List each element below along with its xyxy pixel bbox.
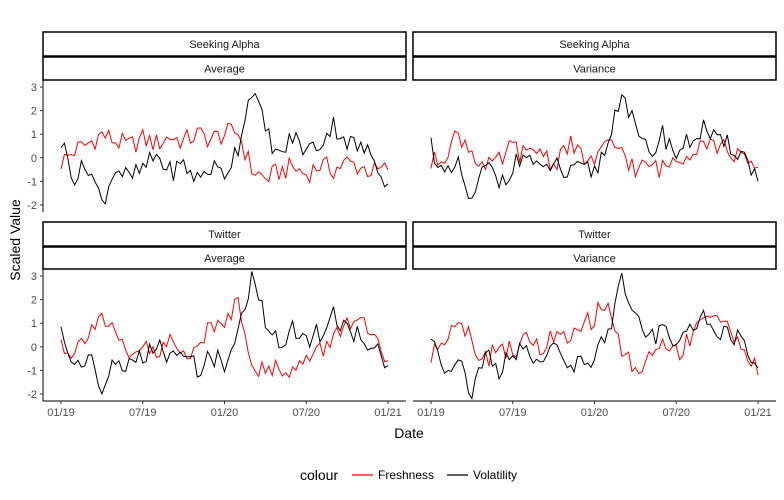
y-tick-label: 1 (31, 129, 37, 141)
legend-label-freshness: Freshness (378, 468, 434, 482)
series-line-freshness (430, 130, 759, 179)
facet-strip-metric-label: Variance (573, 253, 616, 265)
y-tick-label: 3 (31, 271, 37, 283)
y-tick-label: 1 (31, 318, 37, 330)
x-tick-label: 01/20 (581, 407, 609, 419)
legend-label-volatility: Volatility (473, 468, 517, 482)
y-tick-label: -2 (27, 389, 37, 401)
series-line-volatility (430, 272, 759, 401)
x-tick-label: 07/20 (292, 407, 320, 419)
x-tick-label: 01/20 (211, 407, 239, 419)
x-tick-label: 07/19 (499, 407, 527, 419)
y-tick-label: 3 (31, 82, 37, 94)
facet-strip-source (42, 31, 407, 57)
series-line-volatility (60, 92, 389, 206)
facet-strip-source-label: Twitter (208, 229, 241, 241)
facet-strip-source-label: Twitter (578, 229, 611, 241)
x-tick-label: 07/19 (129, 407, 157, 419)
facet-strip-source (412, 31, 777, 57)
y-tick-label: 2 (31, 106, 37, 118)
y-tick-label: 2 (31, 295, 37, 307)
x-tick-label: 01/19 (417, 407, 445, 419)
x-tick-label: 01/19 (47, 407, 75, 419)
facet-strip-metric-label: Variance (573, 64, 616, 76)
series-line-volatility (60, 271, 389, 396)
facet-strip-metric (412, 246, 777, 270)
series-line-volatility (430, 93, 759, 200)
facet-strip-source-label: Seeking Alpha (559, 39, 630, 51)
x-tick-label: 01/21 (374, 407, 402, 419)
x-axis-title: Date (394, 425, 424, 441)
x-tick-label: 01/21 (744, 407, 772, 419)
facet-strip-source (42, 221, 407, 247)
facet-strip-metric (42, 56, 407, 81)
y-tick-label: -2 (27, 200, 37, 212)
facet-strip-metric (42, 246, 407, 270)
y-tick-label: -1 (27, 176, 37, 188)
panel-twitter-average: Twitter Average -2 -1 0 1 2 3 01/19 07/19 01/20 07/… (27, 221, 407, 419)
legend: colour Freshness Volatility (300, 467, 517, 483)
facet-strip-metric-label: Average (204, 64, 245, 76)
series-line-freshness (430, 300, 759, 376)
y-tick-label: -1 (27, 365, 37, 377)
panel-seeking-alpha-variance: Seeking Alpha Variance (412, 31, 777, 200)
facet-strip-metric (412, 56, 777, 81)
facet-strip-metric-label: Average (204, 253, 245, 265)
legend-title: colour (300, 467, 338, 483)
facet-strip-source (412, 221, 777, 247)
panel-twitter-variance: Twitter Variance 01/19 07/19 01/20 07/20 01/21 (412, 221, 777, 419)
y-tick-label: 0 (31, 342, 37, 354)
y-tick-label: 0 (31, 153, 37, 165)
y-axis-title: Scaled Value (7, 199, 23, 281)
panel-seeking-alpha-average: Seeking Alpha Average -2 -1 0 1 2 3 (27, 31, 407, 212)
facet-strip-source-label: Seeking Alpha (189, 39, 260, 51)
series-line-freshness (60, 122, 389, 185)
x-tick-label: 07/20 (662, 407, 690, 419)
series-line-freshness (60, 296, 389, 379)
